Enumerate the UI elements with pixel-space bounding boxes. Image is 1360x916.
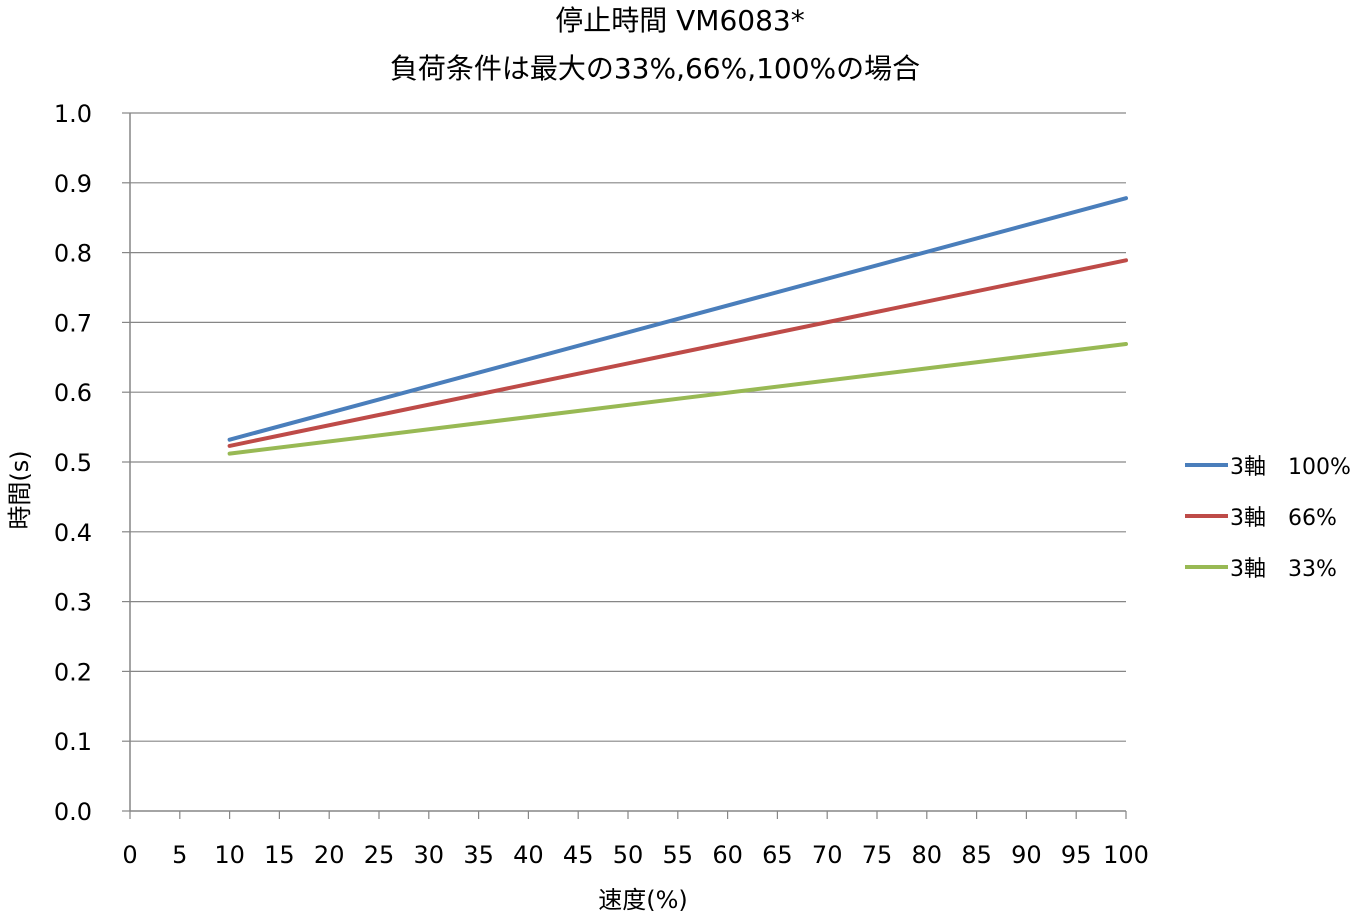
y-tick-label: 0.9 [54, 170, 92, 198]
x-tick-labels: 0 5 10 15 20 25 30 35 40 45 50 55 60 65 70 75 80 85 90 95 10… [122, 841, 1149, 869]
y-tick-label: 0.0 [54, 798, 92, 826]
y-tick-label: 0.7 [54, 309, 92, 337]
y-tick-label: 0.1 [54, 728, 92, 756]
x-tick-label: 75 [862, 841, 893, 869]
y-tick-label: 0.6 [54, 379, 92, 407]
x-tick-label: 5 [172, 841, 187, 869]
series-line [227, 258, 1128, 448]
y-tick-label: 0.4 [54, 519, 92, 547]
y-tick-labels: 0.0 0.1 0.2 0.3 0.4 0.5 0.6 0.7 0.8 0.9 1.0 [54, 100, 92, 826]
axes [122, 112, 1127, 819]
x-tick-label: 85 [961, 841, 992, 869]
x-tick-label: 25 [364, 841, 395, 869]
series-lines [227, 196, 1128, 456]
x-tick-label: 40 [513, 841, 544, 869]
x-tick-label: 80 [912, 841, 943, 869]
x-tick-label: 20 [314, 841, 345, 869]
gridlines [130, 112, 1126, 742]
x-tick-label: 65 [762, 841, 793, 869]
x-tick-label: 30 [414, 841, 445, 869]
series-line [227, 196, 1128, 442]
y-tick-label: 0.8 [54, 240, 92, 268]
chart-subtitle: 負荷条件は最大の33%,66%,100%の場合 [390, 52, 920, 85]
x-tick-label: 10 [214, 841, 245, 869]
y-axis-label: 時間(s) [6, 450, 34, 529]
legend-label: 3軸 66% [1230, 506, 1337, 531]
legend-label: 3軸 100% [1230, 455, 1351, 480]
series-line [227, 342, 1128, 456]
x-tick-label: 50 [613, 841, 644, 869]
y-tick-label: 0.3 [54, 589, 92, 617]
x-tick-label: 35 [463, 841, 494, 869]
x-axis-label: 速度(%) [598, 886, 688, 914]
x-tick-label: 70 [812, 841, 843, 869]
x-tick-label: 55 [663, 841, 694, 869]
x-tick-label: 15 [264, 841, 295, 869]
legend-label: 3軸 33% [1230, 557, 1337, 582]
y-tick-label: 0.5 [54, 449, 92, 477]
x-tick-label: 45 [563, 841, 594, 869]
x-tick-label: 0 [122, 841, 137, 869]
x-tick-label: 100 [1103, 841, 1149, 869]
y-tick-label: 0.2 [54, 658, 92, 686]
chart-title: 停止時間 VM6083* [555, 4, 804, 37]
x-tick-label: 60 [712, 841, 743, 869]
legend: 3軸 100% 3軸 66% 3軸 33% [1185, 455, 1351, 582]
x-tick-label: 90 [1011, 841, 1042, 869]
x-tick-label: 95 [1061, 841, 1092, 869]
y-tick-label: 1.0 [54, 100, 92, 128]
